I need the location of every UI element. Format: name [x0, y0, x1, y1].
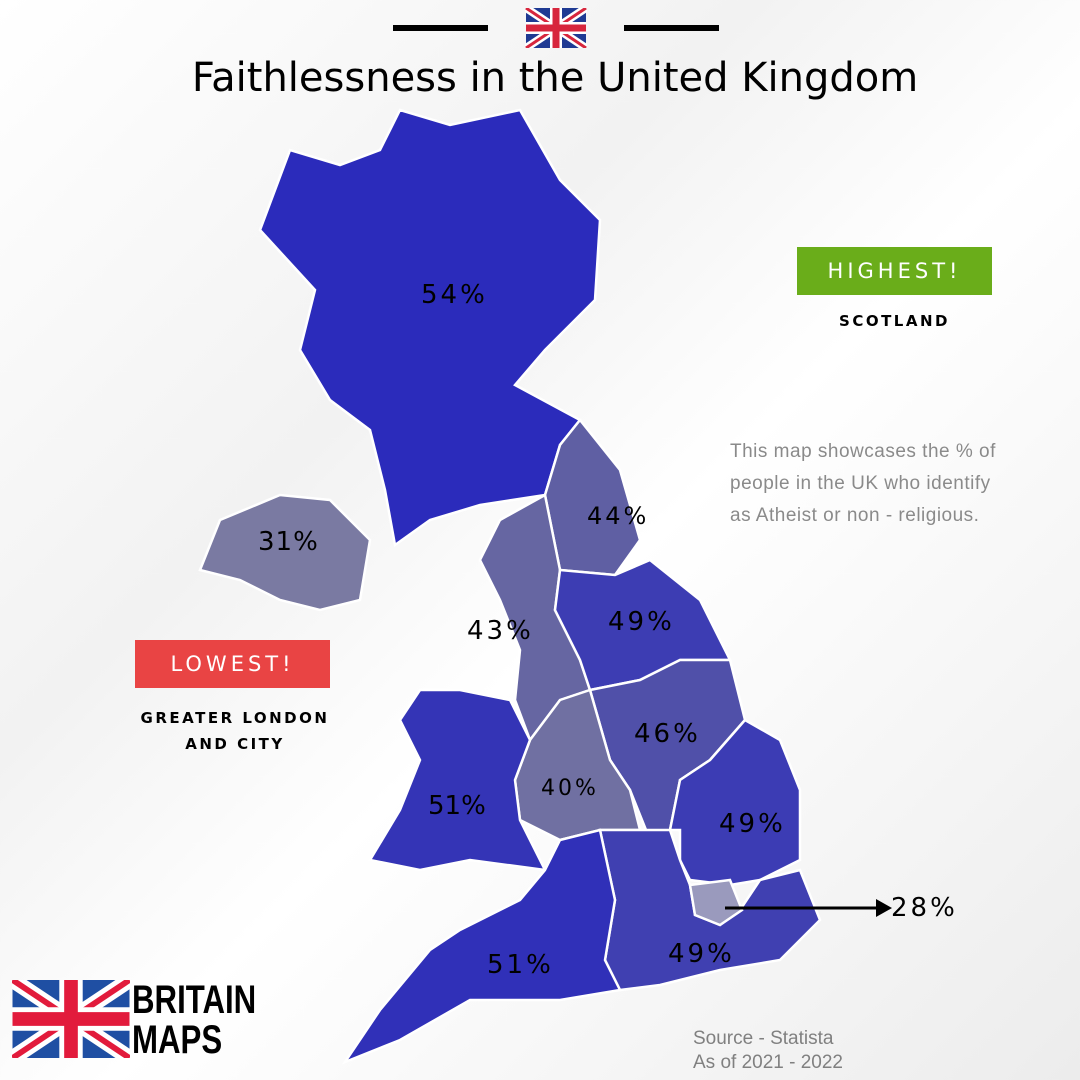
label-yorkshire: 49%	[608, 607, 675, 637]
highest-region: SCOTLAND	[839, 312, 950, 330]
brand-flag-icon	[12, 980, 130, 1058]
label-south-east: 49%	[668, 939, 735, 969]
map-description: This map showcases the % of people in th…	[730, 441, 996, 526]
label-north-east: 44%	[587, 502, 650, 530]
highest-badge: HIGHEST!	[797, 247, 992, 295]
source-note: Source - Statista As of 2021 - 2022	[693, 1027, 843, 1075]
label-northern-ireland: 31%	[258, 527, 319, 557]
label-west-midlands: 40%	[541, 776, 599, 801]
lowest-region-line1: GREATER LONDON	[140, 709, 330, 727]
region-london[interactable]	[688, 878, 744, 927]
label-north-west: 43%	[467, 616, 534, 646]
region-south-west[interactable]	[341, 828, 622, 1065]
brand-line1: BRITAIN	[132, 978, 257, 1022]
page-title: Faithlessness in the United Kingdom	[191, 55, 919, 101]
region-scotland[interactable]	[258, 108, 602, 548]
region-wales[interactable]	[368, 688, 548, 872]
uk-flag-icon	[525, 8, 587, 48]
region-northern-ireland[interactable]	[198, 493, 372, 612]
label-south-west: 51%	[487, 950, 554, 980]
brand-logo: BRITAIN MAPS	[132, 980, 256, 1060]
lowest-badge: LOWEST!	[135, 640, 330, 688]
lowest-region-line2: AND CITY	[185, 735, 285, 753]
title-rule-left	[393, 25, 488, 31]
label-london: 28%	[891, 893, 958, 923]
arrow-head-icon	[876, 899, 892, 917]
label-scotland: 54%	[421, 280, 488, 310]
date-line: As of 2021 - 2022	[693, 1052, 843, 1073]
brand-line2: MAPS	[132, 1018, 223, 1062]
source-line: Source - Statista	[693, 1028, 834, 1049]
label-east: 49%	[719, 809, 786, 839]
label-east-midlands: 46%	[634, 719, 701, 749]
title-rule-right	[624, 25, 719, 31]
label-wales: 51%	[428, 791, 486, 821]
